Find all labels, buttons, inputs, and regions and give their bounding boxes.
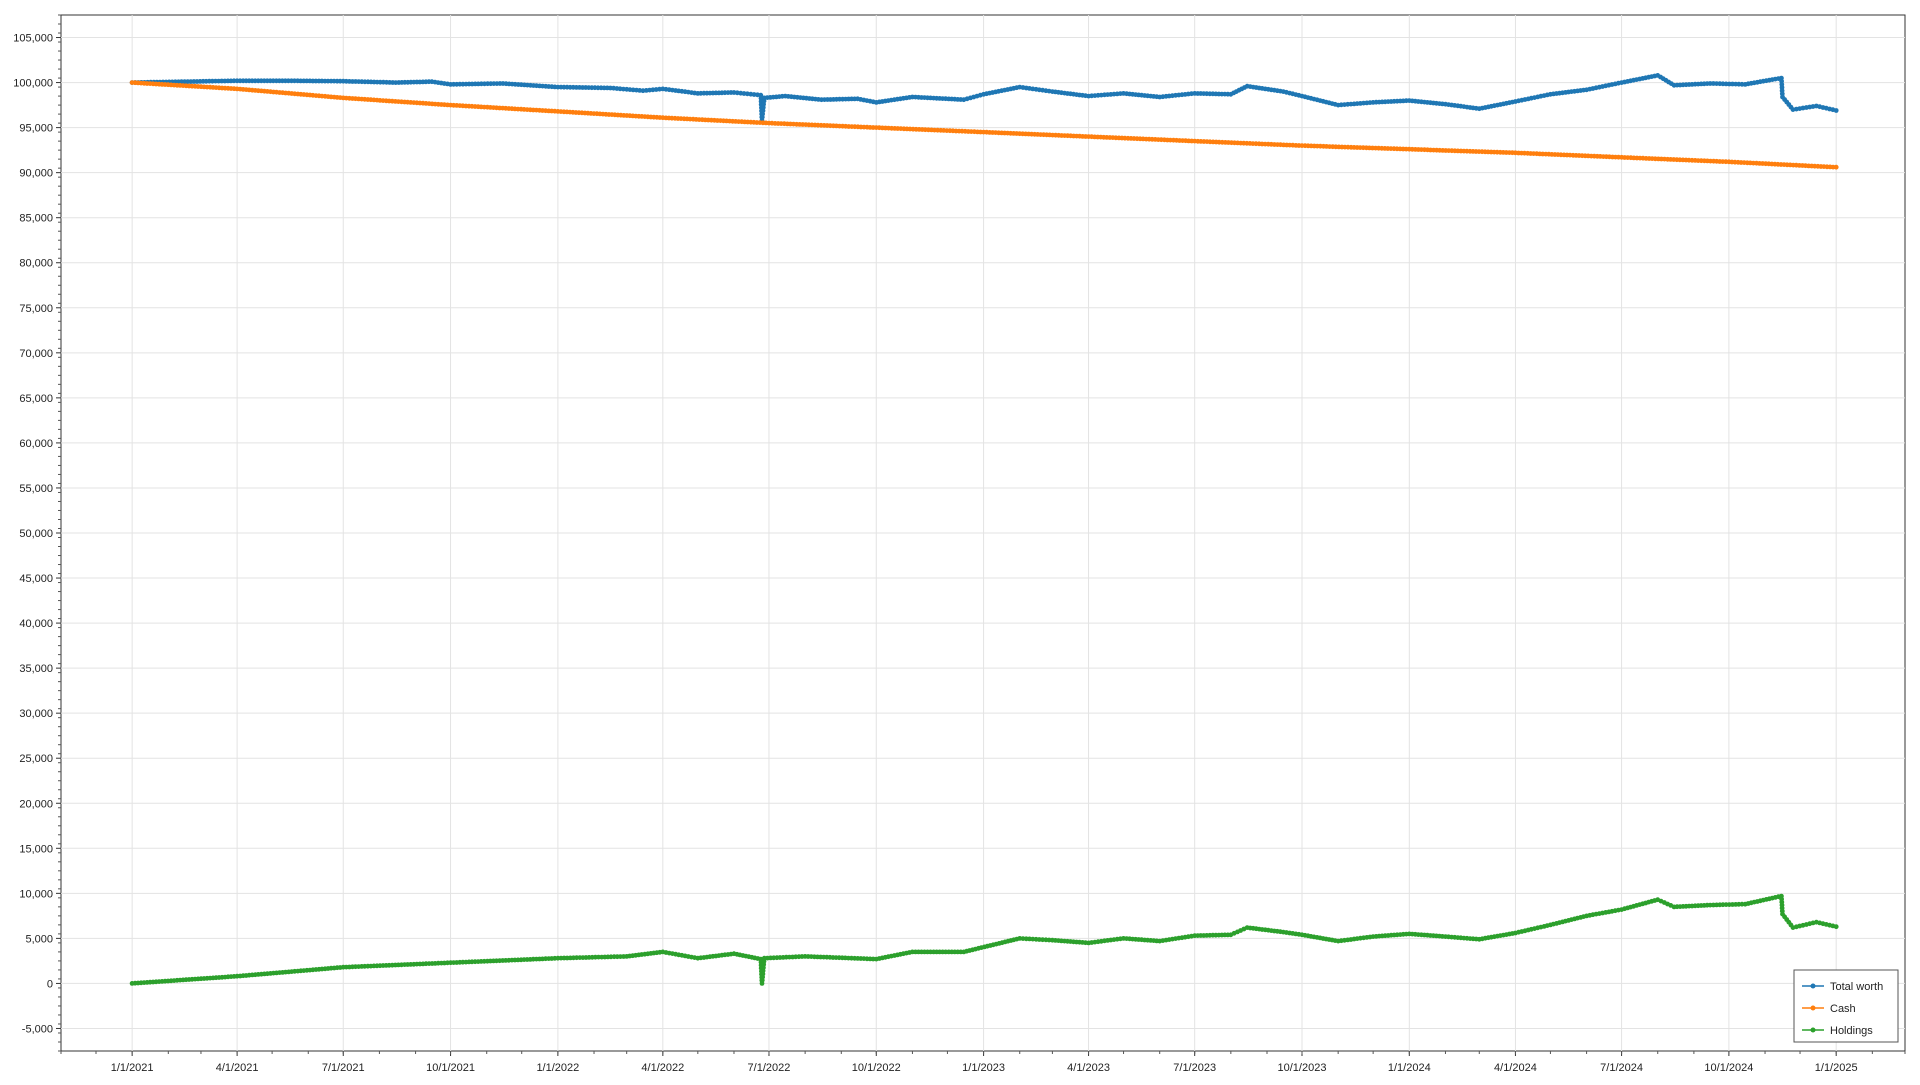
y-tick-label: 30,000 <box>19 708 53 720</box>
y-tick-label: 60,000 <box>19 438 53 450</box>
x-tick-label: 10/1/2023 <box>1278 1062 1327 1074</box>
x-tick-label: 7/1/2023 <box>1173 1062 1216 1074</box>
y-tick-label: 65,000 <box>19 393 53 405</box>
data-point-total-worth <box>1833 108 1839 113</box>
legend: Total worth Cash Holdings <box>1793 969 1899 1043</box>
y-tick-label: 35,000 <box>19 663 53 675</box>
grid-lines <box>61 15 1905 1051</box>
x-tick-label: 7/1/2024 <box>1600 1062 1643 1074</box>
x-tick-label: 4/1/2021 <box>216 1062 259 1074</box>
y-tick-label: 105,000 <box>13 33 53 45</box>
y-tick-label: 100,000 <box>13 78 53 90</box>
data-point-cash <box>1833 164 1839 170</box>
y-tick-label: 0 <box>47 978 53 990</box>
legend-item-cash: Cash <box>1802 1003 1856 1015</box>
y-tick-label: -5,000 <box>22 1023 53 1035</box>
x-tick-label: 7/1/2021 <box>322 1062 365 1074</box>
x-tick-label: 10/1/2024 <box>1704 1062 1753 1074</box>
y-tick-label: 25,000 <box>19 753 53 765</box>
x-tick-label: 4/1/2022 <box>641 1062 684 1074</box>
legend-marker-cash <box>1810 1005 1816 1011</box>
y-tick-label: 70,000 <box>19 348 53 360</box>
legend-label-total-worth: Total worth <box>1830 981 1883 993</box>
legend-label-holdings: Holdings <box>1830 1025 1873 1037</box>
x-tick-label: 10/1/2022 <box>852 1062 901 1074</box>
x-tick-label: 7/1/2022 <box>748 1062 791 1074</box>
series-lines <box>129 73 1839 986</box>
x-tick-label: 1/1/2021 <box>111 1062 154 1074</box>
y-tick-label: 95,000 <box>19 123 53 135</box>
y-tick-label: 45,000 <box>19 573 53 585</box>
legend-item-total-worth: Total worth <box>1802 981 1883 993</box>
x-tick-label: 1/1/2023 <box>962 1062 1005 1074</box>
axes: -5,000 0 5,000 10,000 15,000 20,000 25,000 30,0… <box>13 14 1906 1074</box>
y-tick-label: 85,000 <box>19 213 53 225</box>
legend-marker-holdings <box>1810 1027 1816 1033</box>
y-tick-label: 50,000 <box>19 528 53 540</box>
y-tick-label: 90,000 <box>19 168 53 180</box>
y-tick-label: 15,000 <box>19 843 53 855</box>
y-tick-label: 75,000 <box>19 303 53 315</box>
x-tick-label: 10/1/2021 <box>426 1062 475 1074</box>
legend-marker-total-worth <box>1810 983 1816 989</box>
x-tick-label: 1/1/2025 <box>1815 1062 1858 1074</box>
x-tick-label: 4/1/2024 <box>1494 1062 1537 1074</box>
y-tick-label: 20,000 <box>19 798 53 810</box>
y-tick-label: 5,000 <box>25 933 53 945</box>
legend-label-cash: Cash <box>1830 1003 1856 1015</box>
x-tick-label: 1/1/2022 <box>536 1062 579 1074</box>
y-tick-label: 10,000 <box>19 888 53 900</box>
data-point-holdings <box>1833 924 1839 930</box>
y-tick-label: 40,000 <box>19 618 53 630</box>
y-tick-label: 55,000 <box>19 483 53 495</box>
y-tick-label: 80,000 <box>19 258 53 270</box>
legend-item-holdings: Holdings <box>1802 1025 1873 1037</box>
x-tick-label: 4/1/2023 <box>1067 1062 1110 1074</box>
x-tick-label: 1/1/2024 <box>1388 1062 1431 1074</box>
